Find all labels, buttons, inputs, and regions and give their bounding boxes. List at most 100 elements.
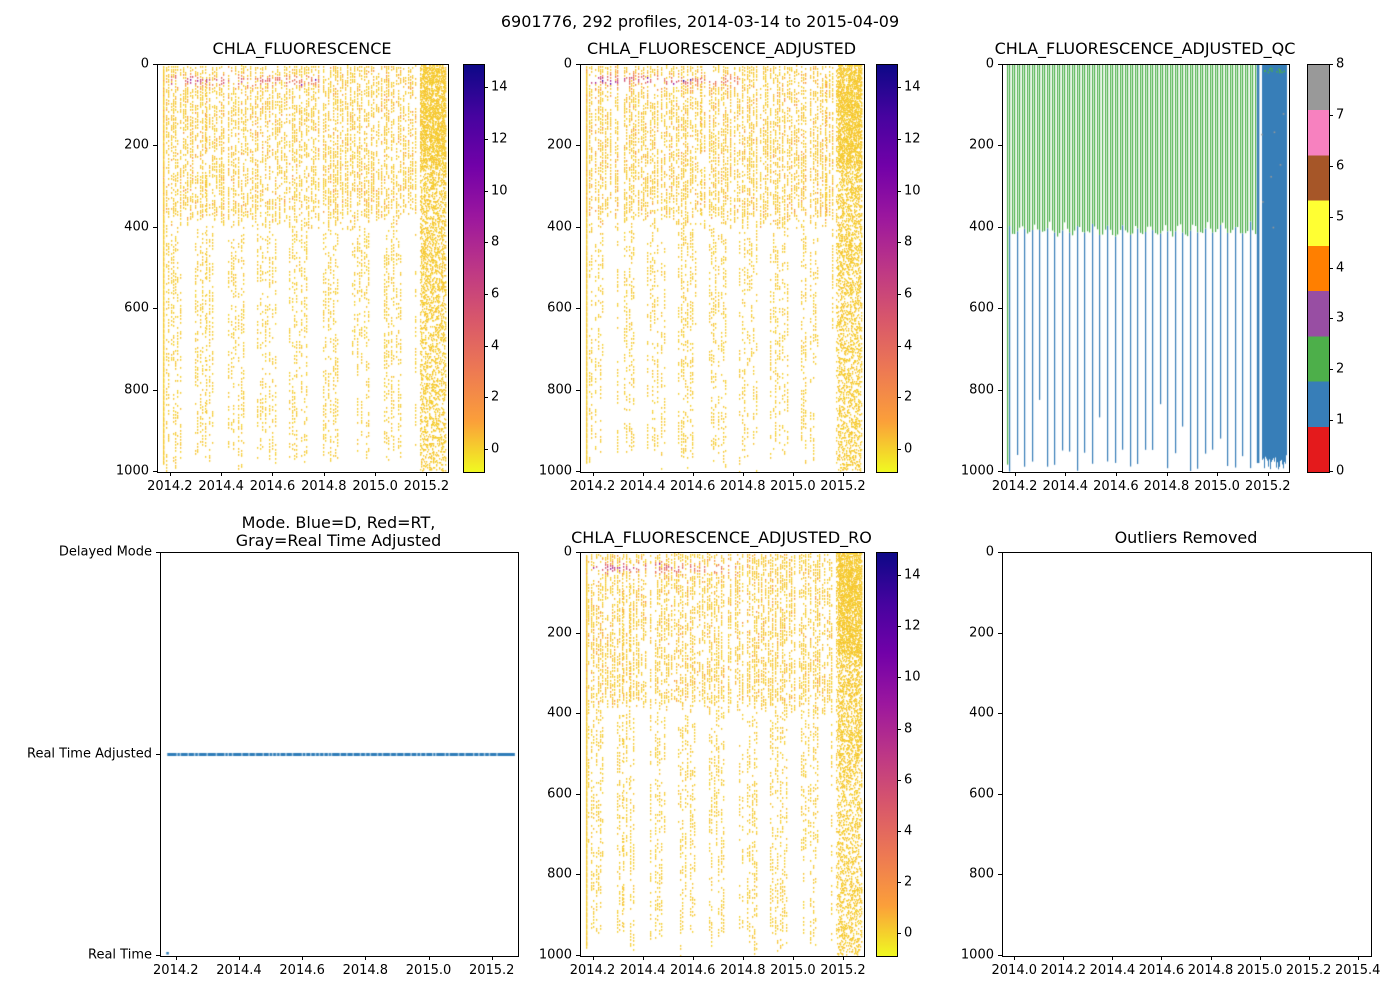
x-tick-mark	[742, 472, 744, 476]
x-tick-mark	[1014, 956, 1016, 960]
x-tick-label: 2015.0	[1236, 963, 1283, 978]
colorbar-tick-mark	[897, 779, 901, 781]
x-tick-label: 2014.2	[991, 479, 1038, 494]
y-tick-label: Real Time	[88, 947, 152, 963]
x-tick-label: 2014.2	[569, 479, 616, 494]
x-tick-label: 2014.0	[991, 963, 1038, 978]
y-tick-label: Delayed Mode	[58, 544, 152, 560]
colorbar-tick-mark	[897, 830, 901, 832]
colorbar-tick-label: 3	[1336, 310, 1345, 326]
y-tick-mark	[153, 226, 157, 228]
y-tick-label: 400	[547, 705, 572, 721]
colorbar-tick-label: 2	[1336, 361, 1345, 377]
colorbar-tick-mark	[484, 190, 488, 192]
colorbar-tick-label: 6	[1336, 158, 1345, 174]
colorbar-tick-label: 6	[904, 286, 913, 302]
y-tick-label: 400	[124, 219, 149, 235]
y-tick-label: 400	[547, 219, 572, 235]
y-tick-mark	[156, 955, 160, 956]
colorbar-tick-label: 0	[1336, 463, 1345, 479]
colorbar-gradient	[877, 553, 897, 956]
colorbar-tick-mark	[1329, 114, 1333, 116]
chla-fluorescence-adjusted-canvas	[581, 65, 864, 472]
x-tick-label: 2014.8	[301, 479, 347, 494]
colorbar	[1307, 64, 1330, 473]
y-tick-label: 200	[969, 625, 994, 641]
y-tick-mark	[153, 64, 157, 65]
colorbar-tick-mark	[897, 575, 901, 577]
mode-line-canvas	[161, 553, 518, 956]
y-tick-mark	[998, 793, 1002, 795]
y-tick-label: 1000	[960, 463, 994, 479]
colorbar-tick-label: 8	[904, 721, 913, 737]
x-tick-label: 2015.0	[1194, 479, 1240, 494]
colorbar-tick-mark	[1329, 216, 1333, 218]
y-tick-mark	[576, 713, 580, 715]
y-tick-mark	[576, 308, 580, 310]
x-tick-mark	[792, 472, 794, 476]
colorbar-tick-mark	[484, 242, 488, 244]
colorbar-tick-label: 1	[1336, 412, 1345, 428]
colorbar-tick-mark	[897, 87, 901, 89]
y-tick-label: 1000	[115, 463, 149, 479]
colorbar-tick-mark	[897, 242, 901, 244]
x-tick-mark	[238, 956, 240, 960]
x-tick-mark	[792, 956, 794, 960]
x-tick-label: 2014.6	[249, 479, 296, 494]
colorbar-tick-label: 2	[904, 389, 913, 405]
colorbar-tick-label: 4	[904, 338, 913, 354]
x-tick-label: 2015.2	[820, 963, 866, 978]
colorbar-tick-label: 14	[904, 567, 921, 583]
plot-area	[157, 64, 449, 473]
x-tick-mark	[842, 956, 844, 960]
y-tick-mark	[998, 874, 1002, 876]
y-tick-label: 800	[969, 866, 994, 882]
x-tick-label: 2014.6	[669, 963, 716, 978]
x-tick-label: 2014.6	[669, 479, 716, 494]
colorbar-tick-label: 12	[491, 131, 508, 147]
x-tick-label: 2014.4	[619, 963, 666, 978]
colorbar	[876, 552, 898, 957]
x-tick-mark	[1217, 472, 1219, 476]
colorbar-tick-mark	[897, 882, 901, 884]
x-tick-label: 2014.6	[279, 963, 325, 978]
y-tick-mark	[998, 632, 1002, 634]
colorbar-tick-label: 6	[904, 772, 913, 788]
x-tick-label: 2015.2	[403, 479, 450, 494]
x-tick-mark	[642, 472, 644, 476]
y-tick-label: 600	[969, 786, 994, 802]
colorbar-tick-label: 14	[491, 79, 508, 95]
y-tick-mark	[998, 389, 1002, 391]
y-tick-label: Real Time Adjusted	[27, 746, 152, 761]
colorbar-tick-mark	[897, 728, 901, 730]
y-tick-mark	[576, 874, 580, 876]
x-tick-label: 2014.4	[619, 479, 666, 494]
x-tick-mark	[742, 956, 744, 960]
y-tick-label: 200	[547, 625, 572, 641]
colorbar-tick-label: 0	[904, 441, 913, 457]
colorbar-tick-mark	[1329, 471, 1333, 472]
x-tick-label: 2014.4	[1089, 963, 1136, 978]
y-tick-label: 0	[985, 56, 994, 72]
panel-title: CHLA_FLUORESCENCE_ADJUSTED_RO	[571, 528, 872, 547]
x-tick-label: 2014.8	[342, 963, 389, 978]
x-tick-label: 2015.0	[352, 479, 398, 494]
colorbar-gradient	[464, 65, 484, 472]
colorbar-tick-label: 8	[491, 234, 500, 250]
x-tick-mark	[1210, 956, 1212, 960]
plot-area	[160, 552, 519, 957]
colorbar-tick-mark	[484, 87, 488, 89]
panel-title: CHLA_FLUORESCENCE	[212, 39, 392, 58]
colorbar-tick-label: 8	[904, 234, 913, 250]
y-tick-label: 400	[969, 705, 994, 721]
y-tick-label: 200	[969, 137, 994, 153]
y-tick-label: 0	[140, 56, 149, 72]
y-tick-mark	[998, 64, 1002, 65]
y-tick-label: 1000	[960, 947, 994, 963]
y-tick-mark	[998, 713, 1002, 715]
x-tick-mark	[592, 472, 594, 476]
x-tick-label: 2014.4	[198, 479, 244, 494]
colorbar-tick-label: 0	[491, 441, 500, 457]
x-tick-mark	[1357, 956, 1359, 960]
x-tick-mark	[302, 956, 304, 960]
